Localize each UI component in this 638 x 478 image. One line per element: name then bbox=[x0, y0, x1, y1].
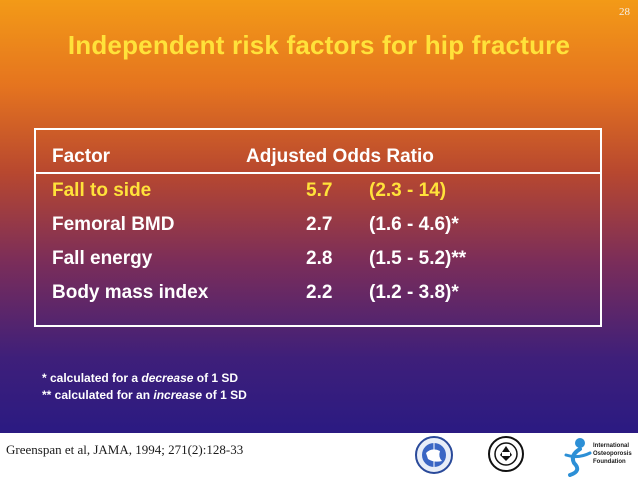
footer-bar: Greenspan et al, JAMA, 1994; 271(2):128-… bbox=[0, 433, 638, 478]
footnotes: * calculated for a decrease of 1 SD ** c… bbox=[42, 370, 247, 404]
table-row: Fall energy 2.8 (1.5 - 5.2)** bbox=[36, 248, 600, 278]
row-factor: Fall to side bbox=[52, 180, 152, 201]
header-factor: Factor bbox=[52, 146, 111, 167]
table-row: Fall to side 5.7 (2.3 - 14) bbox=[36, 180, 600, 210]
header-divider bbox=[36, 172, 600, 174]
row-confidence-interval: (1.5 - 5.2)** bbox=[369, 248, 467, 269]
row-confidence-interval: (1.6 - 4.6)* bbox=[369, 214, 459, 235]
row-confidence-interval: (2.3 - 14) bbox=[369, 180, 447, 201]
row-confidence-interval: (1.2 - 3.8)* bbox=[369, 282, 459, 303]
slide-title: Independent risk factors for hip fractur… bbox=[67, 30, 571, 60]
row-odds-ratio: 2.7 bbox=[306, 214, 333, 235]
iof-figure-icon bbox=[564, 438, 592, 477]
table-row: Femoral BMD 2.7 (1.6 - 4.6)* bbox=[36, 214, 600, 244]
footnote-decrease: * calculated for a decrease of 1 SD bbox=[42, 371, 239, 385]
page-number: 28 bbox=[619, 6, 630, 18]
footnote-increase: ** calculated for an increase of 1 SD bbox=[42, 388, 247, 402]
header-odds-ratio: Adjusted Odds Ratio bbox=[246, 146, 434, 167]
row-odds-ratio: 2.8 bbox=[306, 248, 333, 269]
row-factor: Body mass index bbox=[52, 282, 209, 303]
citation: Greenspan et al, JAMA, 1994; 271(2):128-… bbox=[6, 442, 244, 457]
globe-emblem-icon bbox=[415, 436, 453, 474]
row-factor: Femoral BMD bbox=[52, 214, 175, 235]
row-odds-ratio: 5.7 bbox=[306, 180, 333, 201]
row-odds-ratio: 2.2 bbox=[306, 282, 333, 303]
ribbon-seal-icon bbox=[488, 436, 524, 472]
risk-factor-table: Factor Adjusted Odds Ratio Fall to side … bbox=[34, 128, 602, 327]
iof-logo-text: International Osteoporosis Foundation bbox=[593, 443, 632, 465]
row-factor: Fall energy bbox=[52, 248, 153, 269]
table-row: Body mass index 2.2 (1.2 - 3.8)* bbox=[36, 282, 600, 312]
